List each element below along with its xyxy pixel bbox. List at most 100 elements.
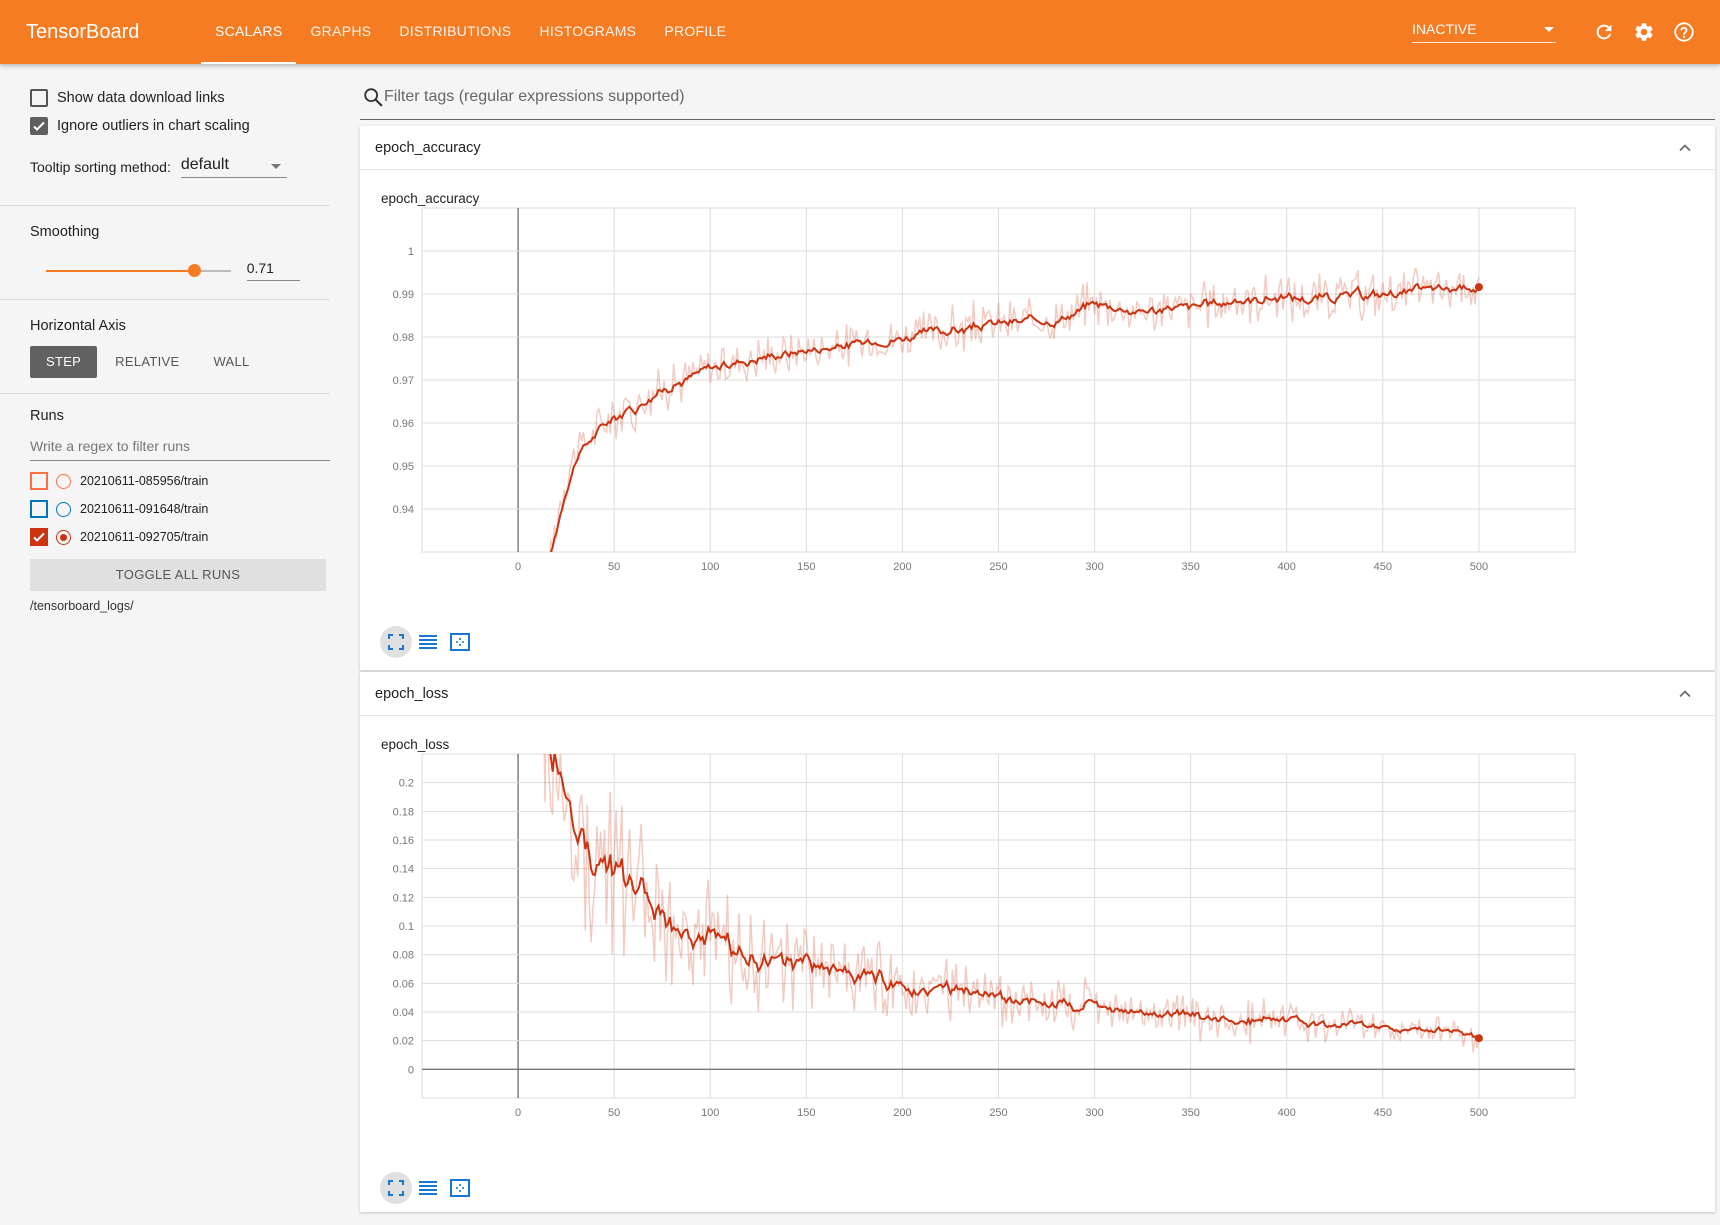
- x-tick-label: 0: [515, 561, 521, 573]
- raw-series-line: [549, 267, 1480, 552]
- fullscreen-icon[interactable]: [380, 626, 412, 658]
- y-tick-label: 0: [408, 1064, 414, 1076]
- smoothing-slider[interactable]: [46, 263, 231, 277]
- y-tick-label: 0.1: [399, 921, 414, 933]
- series: [549, 267, 1480, 552]
- runs-section: Runs Write a regex to filter runs 202106…: [0, 394, 330, 613]
- y-tick-label: 0.16: [393, 835, 414, 847]
- card-header[interactable]: epoch_loss: [360, 672, 1715, 716]
- runs-filter-input[interactable]: Write a regex to filter runs: [30, 438, 330, 461]
- help-icon[interactable]: [1672, 20, 1696, 44]
- axis-relative-button[interactable]: RELATIVE: [115, 354, 180, 369]
- x-tick-label: 250: [989, 1107, 1007, 1119]
- run-row[interactable]: 20210611-085956/train: [30, 467, 300, 495]
- run-radio-icon[interactable]: [56, 501, 71, 517]
- runs-list: 20210611-085956/train 20210611-091648/tra…: [30, 467, 300, 551]
- smoothing-value-input[interactable]: 0.71: [246, 260, 300, 281]
- x-tick-label: 50: [608, 1107, 620, 1119]
- fullscreen-icon[interactable]: [380, 1172, 412, 1204]
- run-checkbox-icon[interactable]: [30, 472, 48, 490]
- tooltip-sorting-row: Tooltip sorting method: default: [30, 156, 300, 178]
- grid: [421, 207, 1576, 553]
- ignore-outliers-checkbox[interactable]: Ignore outliers in chart scaling: [30, 112, 300, 140]
- axis-step-button[interactable]: STEP: [30, 346, 98, 378]
- run-checkbox-icon[interactable]: [30, 500, 48, 518]
- tab-scalars[interactable]: SCALARS: [201, 0, 297, 64]
- y-tick-label: 0.99: [393, 289, 414, 301]
- plugin-select[interactable]: INACTIVE: [1412, 21, 1556, 43]
- y-tick-label: 0.02: [393, 1036, 414, 1048]
- checkbox-checked-icon[interactable]: [30, 117, 48, 135]
- y-tick-label: 0.97: [393, 375, 414, 387]
- fit-domain-icon[interactable]: [444, 626, 476, 658]
- caret-down-icon: [270, 164, 281, 169]
- toggle-log-scale-icon[interactable]: [412, 1172, 444, 1204]
- run-checkbox-checked-icon[interactable]: [30, 528, 48, 546]
- y-tick-label: 1: [408, 246, 414, 258]
- x-tick-label: 400: [1278, 1107, 1296, 1119]
- tooltip-sorting-select[interactable]: default: [180, 156, 287, 178]
- checkbox-unchecked-icon[interactable]: [30, 89, 48, 107]
- x-tick-label: 450: [1374, 561, 1392, 573]
- chevron-up-icon[interactable]: [1677, 686, 1693, 706]
- x-tick-label: 150: [797, 1107, 815, 1119]
- top-app-bar: TensorBoard SCALARS GRAPHS DISTRIBUTIONS…: [0, 0, 1720, 64]
- fit-domain-icon[interactable]: [444, 1172, 476, 1204]
- plugin-select-value: INACTIVE: [1412, 21, 1477, 37]
- show-download-links-checkbox[interactable]: Show data download links: [30, 84, 300, 112]
- y-tick-label: 0.94: [393, 504, 414, 516]
- tab-histograms[interactable]: HISTOGRAMS: [539, 23, 637, 39]
- smoothing-slider-fill: [46, 269, 194, 272]
- run-name: 20210611-091648/train: [80, 502, 209, 516]
- card-header-title: epoch_accuracy: [375, 139, 481, 156]
- ignore-outliers-label: Ignore outliers in chart scaling: [57, 118, 250, 134]
- tooltip-sorting-label: Tooltip sorting method:: [30, 159, 171, 175]
- run-radio-icon[interactable]: [56, 529, 71, 545]
- chart-title: epoch_loss: [381, 737, 450, 752]
- radio-dot-icon: [60, 533, 67, 541]
- y-tick-label: 0.08: [393, 950, 414, 962]
- x-tick-label: 100: [701, 561, 719, 573]
- y-tick-label: 0.2: [399, 778, 414, 790]
- tab-distributions[interactable]: DISTRIBUTIONS: [399, 23, 512, 39]
- y-tick-label: 0.95: [393, 461, 414, 473]
- tab-graphs[interactable]: GRAPHS: [310, 23, 372, 39]
- card-header[interactable]: epoch_accuracy: [360, 126, 1715, 170]
- x-tick-label: 500: [1470, 1107, 1488, 1119]
- x-tick-label: 250: [989, 561, 1007, 573]
- x-tick-label: 300: [1085, 561, 1103, 573]
- chevron-up-icon[interactable]: [1677, 140, 1693, 160]
- chart-title: epoch_accuracy: [381, 191, 480, 206]
- run-row[interactable]: 20210611-091648/train: [30, 495, 300, 523]
- tag-filter-input[interactable]: Filter tags (regular expressions support…: [360, 78, 1715, 120]
- tooltip-sorting-value: default: [180, 156, 229, 173]
- runs-label: Runs: [30, 408, 64, 424]
- x-tick-label: 200: [893, 561, 911, 573]
- caret-down-icon: [1544, 27, 1554, 32]
- axis-wall-button[interactable]: WALL: [213, 354, 250, 369]
- refresh-icon[interactable]: [1592, 20, 1616, 44]
- accuracy-chart[interactable]: 0 50 100 150 200 250 300 350 400 450 500 0.94 0.95 0.…: [360, 206, 1715, 606]
- run-name: 20210611-085956/train: [80, 474, 209, 488]
- smoothing-slider-thumb[interactable]: [187, 263, 201, 277]
- loss-chart[interactable]: 0 50 100 150 200 250 300 350 400 450 500 0 0.02 0.04 0…: [360, 752, 1715, 1152]
- toggle-all-runs-button[interactable]: TOGGLE ALL RUNS: [30, 559, 326, 591]
- tag-filter-placeholder: Filter tags (regular expressions support…: [384, 88, 685, 105]
- raw-series-line: [543, 754, 1480, 1053]
- run-radio-icon[interactable]: [56, 473, 71, 489]
- tab-profile[interactable]: PROFILE: [664, 23, 727, 39]
- card-header-title: epoch_loss: [375, 685, 449, 702]
- horizontal-axis-label: Horizontal Axis: [30, 318, 126, 334]
- main-content: Filter tags (regular expressions support…: [360, 64, 1715, 1212]
- run-row[interactable]: 20210611-092705/train: [30, 523, 300, 551]
- search-icon: [362, 86, 384, 113]
- chart-toolbar: [380, 1172, 476, 1204]
- series: [543, 754, 1480, 1053]
- logdir-path: /tensorboard_logs/: [30, 599, 134, 613]
- toggle-log-scale-icon[interactable]: [412, 626, 444, 658]
- y-tick-label: 0.04: [393, 1007, 414, 1019]
- x-tick-label: 300: [1085, 1107, 1103, 1119]
- y-tick-label: 0.06: [393, 978, 414, 990]
- gear-icon[interactable]: [1632, 20, 1656, 44]
- smoothing-section: Smoothing 0.71: [0, 206, 330, 300]
